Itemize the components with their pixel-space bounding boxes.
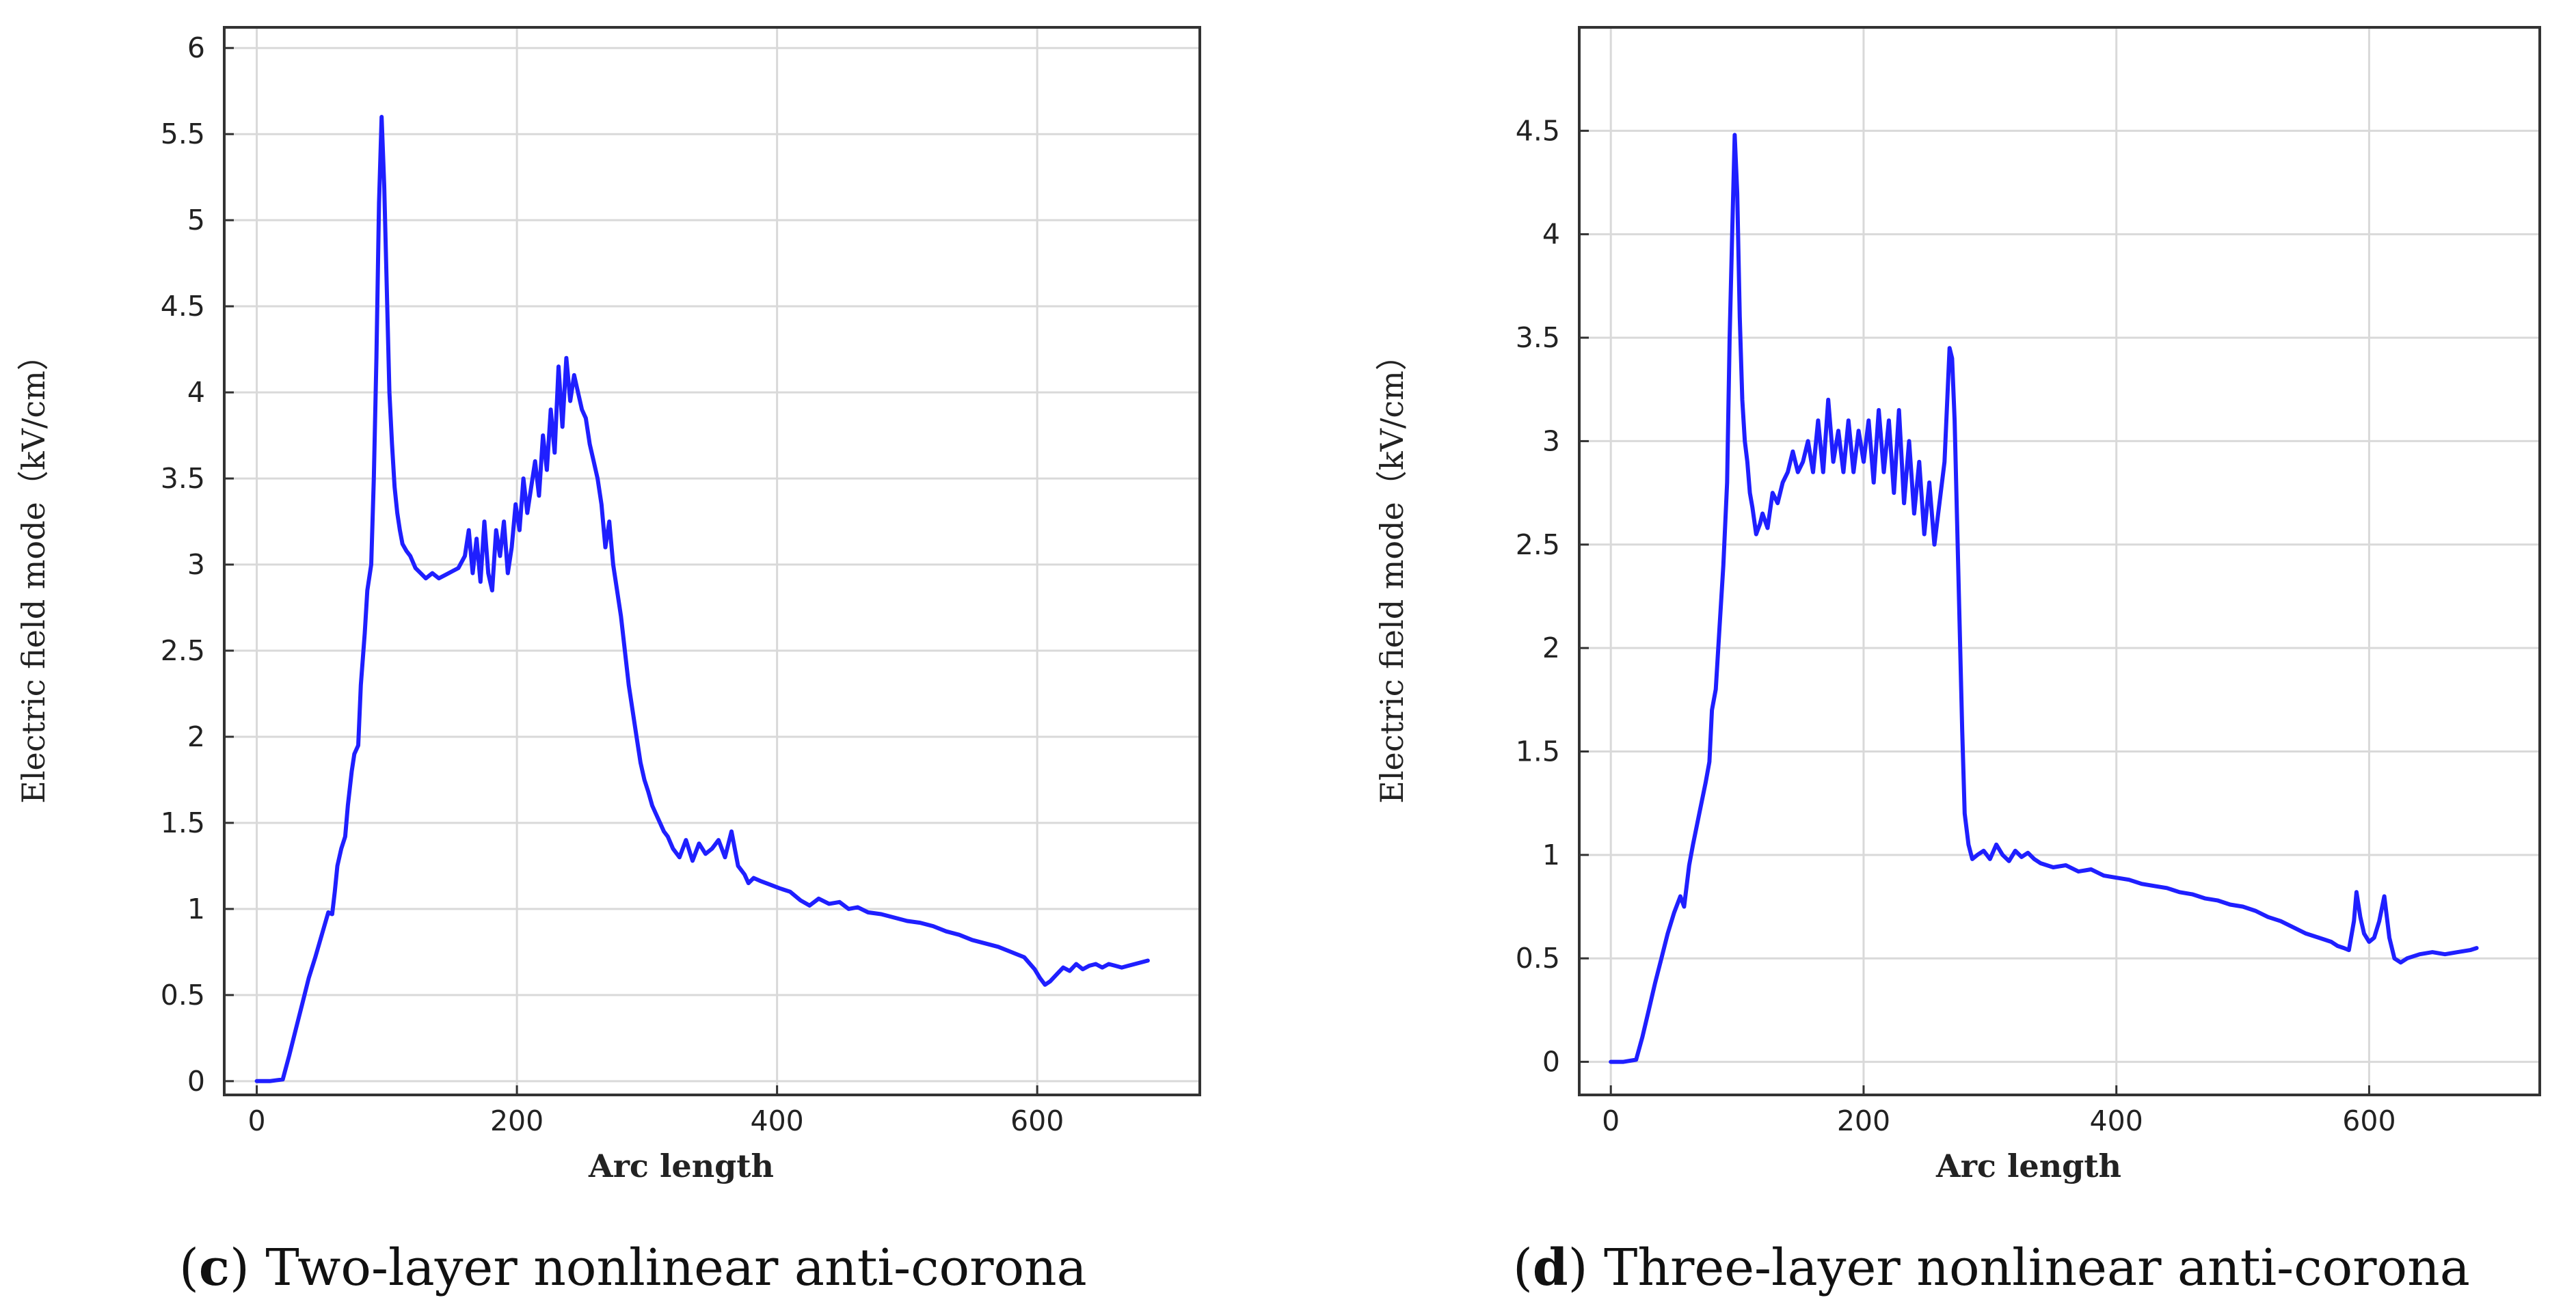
y-tick-label: 5.5 [161, 118, 205, 150]
y-tick-label: 2 [1542, 632, 1560, 664]
y-tick-label: 2.5 [161, 634, 205, 667]
chart-panel-d: 0 200 400 600 0 0.5 1 1.5 2 2.5 3 3.5 4 4.5 Arc length… [1373, 26, 2541, 1184]
y-axis-title: Electric field mode（kV/cm） [15, 339, 52, 804]
x-axis-title: Arc length [588, 1148, 774, 1184]
y-tick-label: 0.5 [161, 979, 205, 1012]
y-tick-label: 0 [1542, 1046, 1560, 1079]
y-tick-label: 1 [1542, 839, 1560, 871]
y-tick-label: 1.5 [161, 806, 205, 839]
x-tick-label: 0 [1602, 1104, 1620, 1137]
x-tick-label: 400 [2090, 1104, 2143, 1137]
y-tick-label: 3.5 [1516, 321, 1560, 354]
plot-frame [1578, 26, 2541, 1096]
y-tick-label: 0 [187, 1065, 205, 1098]
y-tick-label: 3 [1542, 424, 1560, 457]
y-tick-label: 4 [187, 376, 205, 409]
y-tick-label: 0.5 [1516, 942, 1560, 975]
x-axis-title: Arc length [1935, 1148, 2121, 1184]
x-tick-label: 200 [1837, 1104, 1890, 1137]
caption-text: Two-layer nonlinear anti-corona [265, 1238, 1087, 1297]
x-tick-label: 400 [751, 1104, 804, 1137]
x-tick-label: 600 [2342, 1104, 2396, 1137]
y-tick-label: 3 [187, 548, 205, 581]
x-tick-label: 0 [248, 1104, 266, 1137]
y-tick-label: 5 [187, 204, 205, 236]
x-tick-label: 600 [1010, 1104, 1064, 1137]
y-tick-label: 4.5 [1516, 114, 1560, 147]
series-line-e [1609, 133, 2479, 1064]
caption-panel-d: (d) Three-layer nonlinear anti-corona [1513, 1238, 2470, 1297]
y-axis-title: Electric field mode（kV/cm） [1373, 339, 1410, 804]
chart-panel-c: 0 200 400 600 0 0.5 1 1.5 2 2.5 3 3.5 4 4.5 5 5.5 6 Arc l… [15, 26, 1201, 1184]
y-tick-label: 6 [187, 31, 205, 64]
x-tick-label: 200 [490, 1104, 544, 1137]
series-line-e [254, 115, 1150, 1083]
y-tick-label: 3.5 [161, 462, 205, 495]
caption-letter: c [198, 1238, 230, 1297]
plot-frame [223, 26, 1201, 1096]
y-tick-label: 2.5 [1516, 528, 1560, 561]
y-tick-label: 1.5 [1516, 735, 1560, 768]
caption-panel-c: (c) Two-layer nonlinear anti-corona [179, 1238, 1087, 1297]
y-tick-label: 2 [187, 720, 205, 753]
caption-letter: d [1532, 1238, 1568, 1297]
caption-text: Three-layer nonlinear anti-corona [1604, 1238, 2470, 1297]
y-tick-label: 1 [187, 893, 205, 925]
y-tick-label: 4 [1542, 218, 1560, 251]
y-tick-label: 4.5 [161, 290, 205, 323]
